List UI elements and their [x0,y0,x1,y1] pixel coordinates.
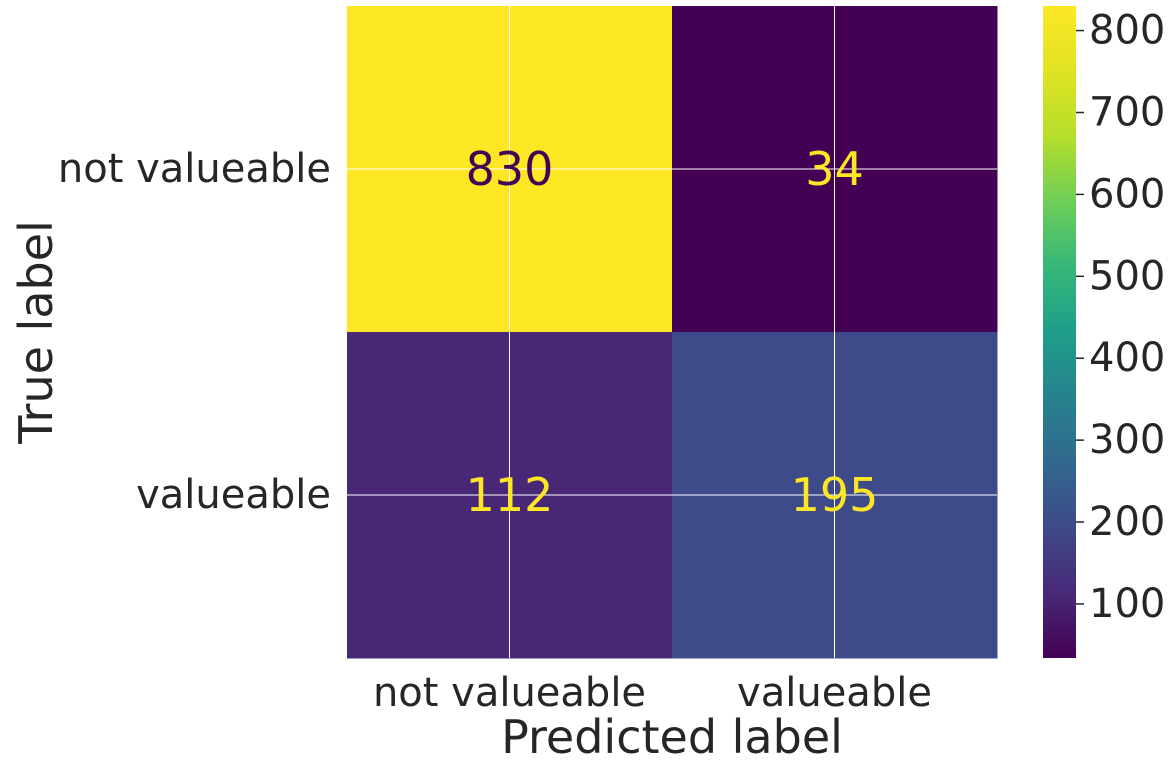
cell-value-labels: 830 34 112 195 [466,142,879,522]
heatmap-cells [347,6,998,659]
axes: not valueable valueable not valueable value… [9,146,932,764]
y-axis-label: True label [9,220,63,445]
cell-value-label: 195 [791,468,879,522]
y-tick-label: not valueable [58,146,331,192]
x-tick-label: not valueable [373,670,646,716]
cell-value-label: 34 [805,142,864,196]
colorbar-tick-label: 200 [1089,499,1165,545]
x-tick-label: valueable [737,670,932,716]
heatmap-grid [347,6,997,658]
colorbar-gradient [1043,6,1076,658]
colorbar-tick-label: 400 [1089,335,1165,381]
colorbar-tick-label: 300 [1089,417,1165,463]
x-axis-label: Predicted label [501,710,843,764]
y-tick-label: valueable [136,472,331,518]
cell-value-label: 112 [466,468,554,522]
colorbar-tick-label: 500 [1089,253,1165,299]
colorbar-tick-label: 100 [1089,581,1165,627]
colorbar-tick-label: 800 [1089,8,1165,54]
colorbar: 100 200 300 400 500 600 700 800 [1043,6,1165,658]
colorbar-tick-label: 600 [1089,171,1165,217]
cell-value-label: 830 [466,142,554,196]
colorbar-tick-label: 700 [1089,89,1165,135]
